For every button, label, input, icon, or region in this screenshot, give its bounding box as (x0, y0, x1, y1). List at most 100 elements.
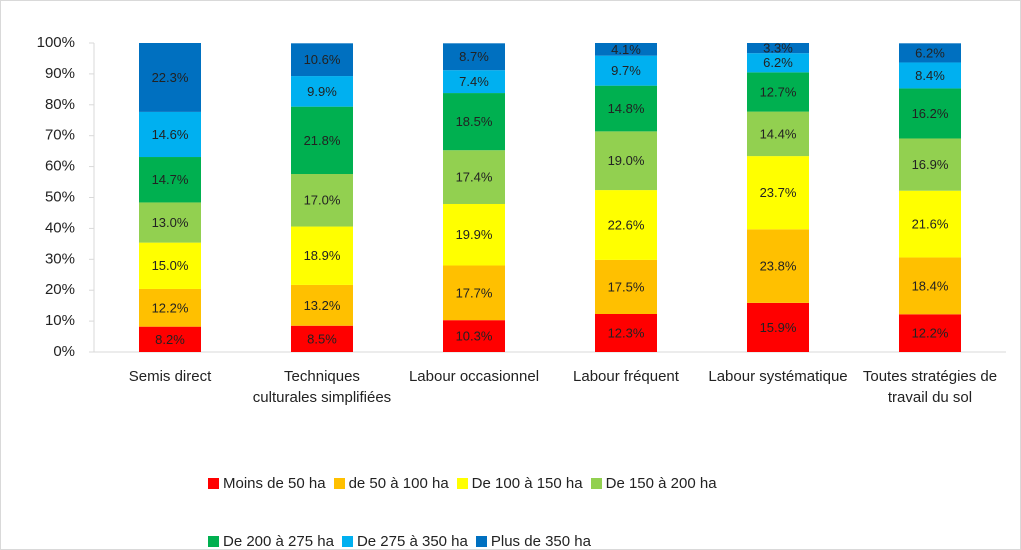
bar-segment (747, 229, 809, 303)
x-tick-label: Labour fréquent (573, 368, 679, 385)
data-label: 21.6% (912, 217, 949, 232)
data-label: 16.2% (912, 106, 949, 121)
y-tick-label: 100% (37, 34, 75, 51)
y-tick-label: 90% (45, 65, 75, 82)
bar-segment (443, 265, 505, 321)
data-label: 6.2% (915, 45, 945, 60)
data-label: 10.3% (456, 329, 493, 344)
data-label: 16.9% (912, 157, 949, 172)
bar-segment (899, 43, 961, 63)
data-label: 8.5% (307, 331, 337, 346)
bar-segment (747, 111, 809, 157)
legend-item: De 275 à 350 ha (341, 530, 468, 550)
x-tick-label: Labour systématique (708, 368, 848, 385)
bar-segment (139, 202, 201, 243)
x-tick-label: Toutes stratégies de travail du sol (862, 368, 998, 406)
legend-label: De 200 à 275 ha (223, 532, 334, 550)
data-label: 9.9% (307, 84, 337, 99)
x-tick-label: Labour occasionnel (408, 368, 540, 385)
bar-segment (747, 72, 809, 112)
legend-label: de 50 à 100 ha (348, 474, 449, 492)
data-label: 14.7% (152, 172, 189, 187)
data-label: 8.2% (155, 332, 185, 347)
bar-segment (291, 76, 353, 107)
x-tick-label: Semis direct (128, 368, 212, 385)
bar-segment (899, 257, 961, 315)
legend-swatch (456, 477, 468, 489)
bar-segment (291, 325, 353, 352)
data-label: 17.7% (456, 285, 493, 300)
data-label: 12.3% (608, 325, 645, 340)
legend-label: De 275 à 350 ha (356, 532, 468, 550)
data-label: 14.6% (152, 127, 189, 142)
bar-segment (899, 314, 961, 352)
data-label: 15.0% (152, 258, 189, 273)
legend-label: Plus de 350 ha (490, 532, 591, 550)
legend: Moins de 50 ha de 50 à 100 ha De 100 à 150… (208, 472, 868, 550)
data-label: 17.0% (304, 193, 341, 208)
y-tick-label: 80% (45, 96, 75, 113)
x-tick-label: Techniques culturales simplifiées (252, 368, 392, 406)
bar-segment (139, 157, 201, 203)
data-label: 13.0% (152, 215, 189, 230)
y-tick-label: 50% (45, 188, 75, 205)
legend-item: De 200 à 275 ha (208, 530, 334, 550)
data-label: 21.8% (304, 133, 341, 148)
data-label: 19.0% (608, 153, 645, 168)
bar-segment (899, 62, 961, 89)
data-label: 7.4% (459, 74, 489, 89)
legend-swatch (341, 535, 353, 547)
y-tick-label: 70% (45, 127, 75, 144)
bar-segment (139, 242, 201, 289)
bar-segment (595, 43, 657, 56)
data-label: 19.9% (456, 227, 493, 242)
data-label: 22.3% (152, 70, 189, 85)
bar-segment (139, 326, 201, 352)
data-label: 18.9% (304, 248, 341, 263)
legend-item: Plus de 350 ha (475, 530, 591, 550)
y-tick-label: 0% (53, 343, 75, 360)
data-label: 18.4% (912, 278, 949, 293)
bar-segment (595, 55, 657, 86)
bar-segment (595, 190, 657, 260)
data-label: 12.7% (760, 84, 797, 99)
bar-segment (443, 70, 505, 94)
bar-segment (291, 43, 353, 77)
bar-segment (747, 302, 809, 352)
legend-item: Moins de 50 ha (208, 472, 326, 494)
bar-segment (899, 138, 961, 191)
bar-segment (899, 190, 961, 258)
bar-segment (291, 284, 353, 326)
bar-segment (443, 93, 505, 151)
y-tick-label: 60% (45, 158, 75, 175)
legend-swatch (590, 477, 602, 489)
y-tick-label: 10% (45, 312, 75, 329)
y-tick-label: 40% (45, 219, 75, 236)
bar-segment (139, 288, 201, 327)
bar-segment (747, 156, 809, 230)
data-label: 22.6% (608, 217, 645, 232)
data-label: 14.8% (608, 101, 645, 116)
data-label: 13.2% (304, 298, 341, 313)
bar-segment (595, 131, 657, 191)
bar-segment (291, 174, 353, 227)
data-label: 17.4% (456, 170, 493, 185)
data-label: 14.4% (760, 126, 797, 141)
y-tick-label: 30% (45, 250, 75, 267)
bar-segment (291, 106, 353, 175)
legend-item: De 100 à 150 ha (456, 472, 583, 494)
legend-swatch (208, 477, 219, 489)
legend-item: De 150 à 200 ha (590, 472, 717, 494)
bar-segment (291, 226, 353, 285)
legend-swatch (208, 535, 219, 547)
legend-swatch (475, 535, 487, 547)
data-label: 3.3% (763, 41, 793, 56)
bar-segment (747, 43, 809, 54)
bar-segment (139, 111, 201, 158)
legend-item: de 50 à 100 ha (333, 472, 449, 494)
data-label: 4.1% (611, 42, 641, 57)
data-label: 12.2% (152, 300, 189, 315)
data-label: 9.7% (611, 63, 641, 78)
